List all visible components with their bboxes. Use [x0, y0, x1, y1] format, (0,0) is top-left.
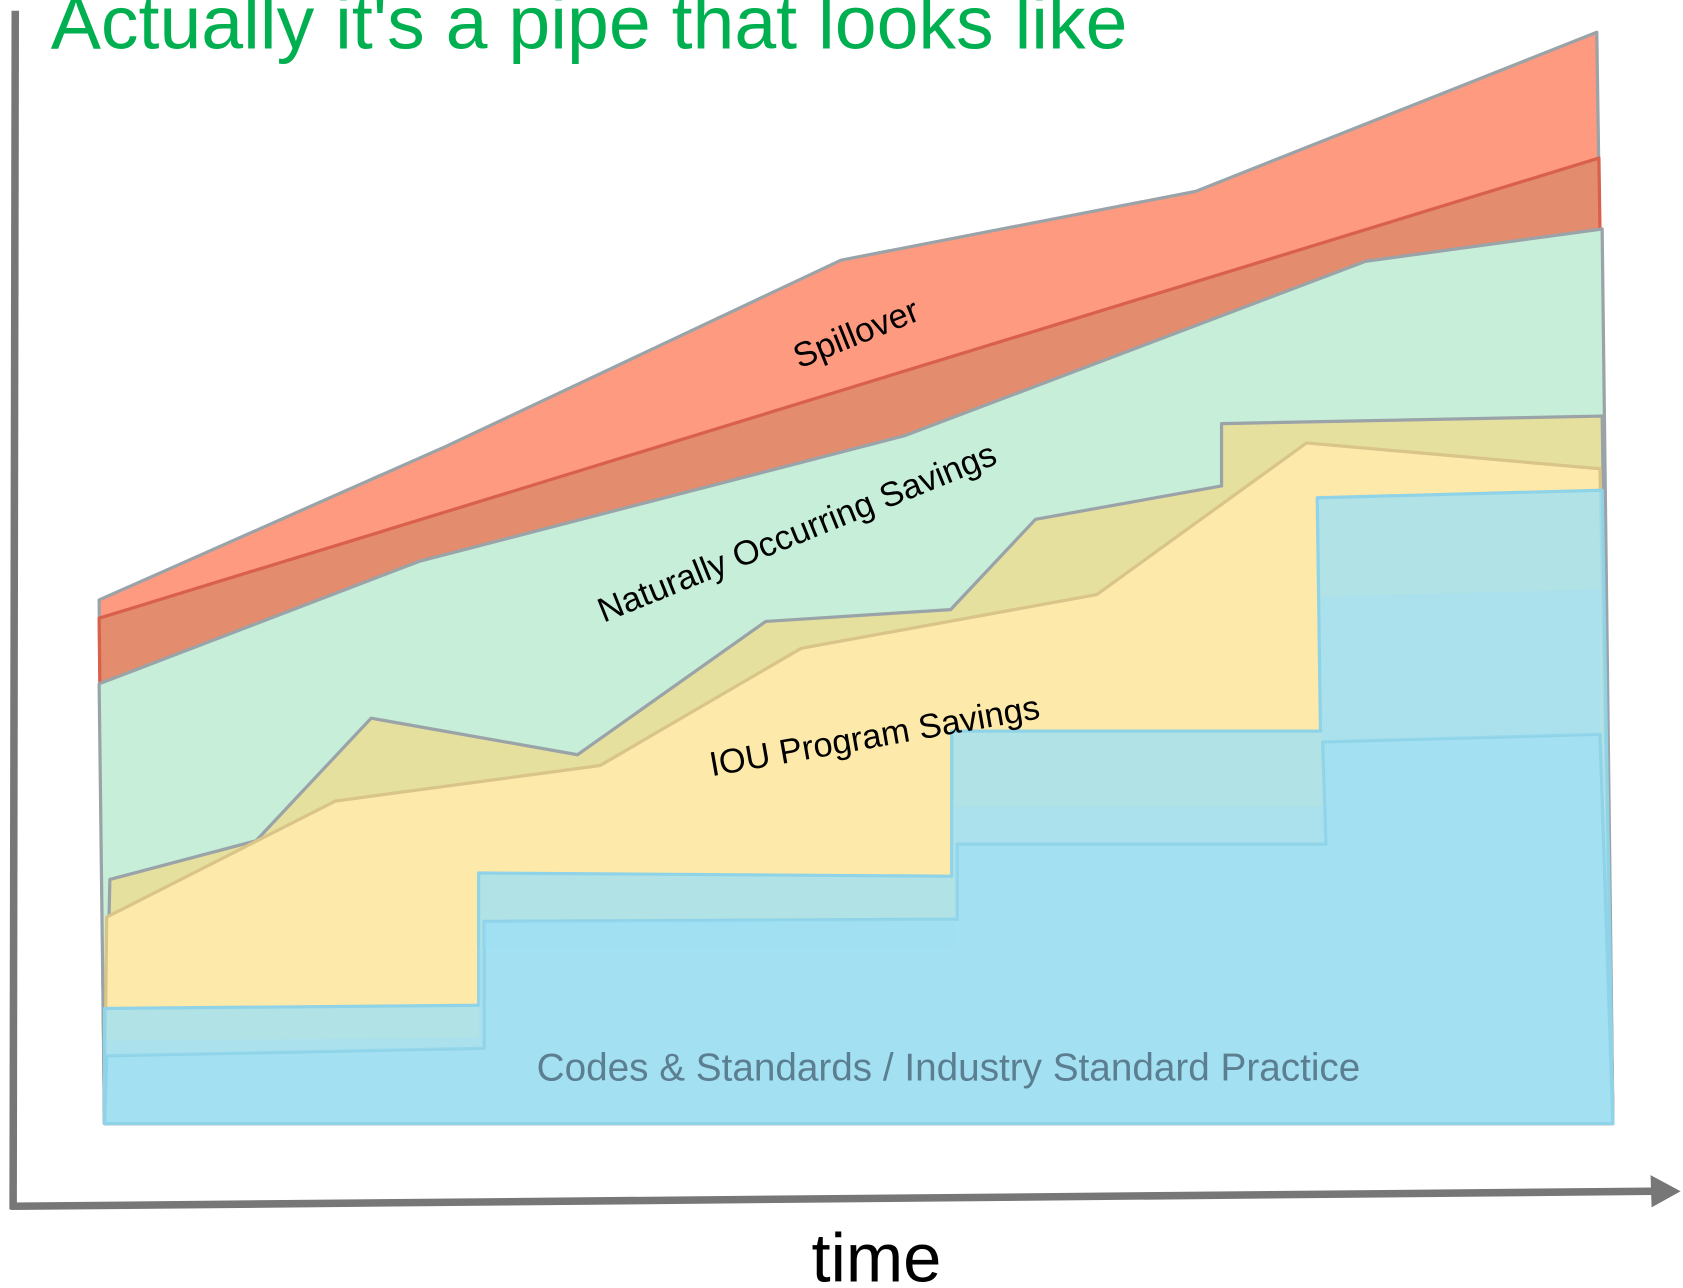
y-axis	[9, 10, 20, 1210]
x-axis-label: time	[811, 1220, 941, 1288]
codes-standards-inner-area	[102, 732, 1615, 1126]
codes-standards-upper-band	[104, 589, 1601, 1056]
title: Actually it's a pipe that looks like	[51, 0, 1128, 64]
x-axis	[10, 1187, 1656, 1211]
x-axis-arrow	[1650, 1175, 1681, 1208]
layer-label: Codes & Standards / Industry Standard Pr…	[537, 1047, 1361, 1090]
areas	[97, 30, 1615, 1126]
